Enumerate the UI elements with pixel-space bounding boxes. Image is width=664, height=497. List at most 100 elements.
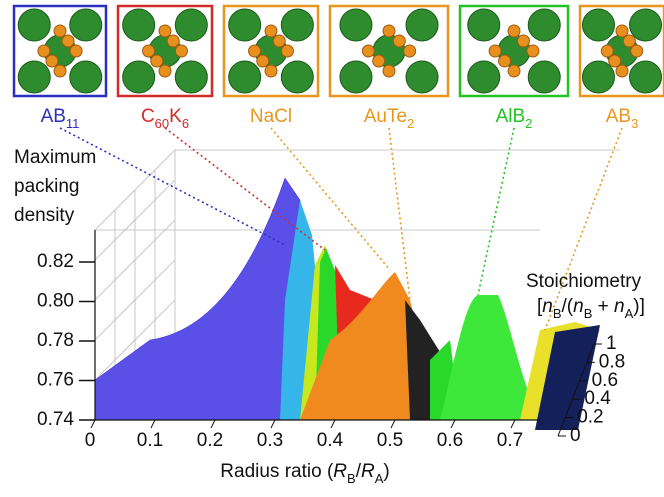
atom-a <box>405 8 439 42</box>
atom-b <box>382 64 396 78</box>
atom-a <box>17 8 51 42</box>
atom-a <box>405 60 439 94</box>
s-tick-label: 0 <box>570 425 581 446</box>
label-part: [ <box>537 296 543 317</box>
z-axis-title: density <box>14 205 75 226</box>
x-tick <box>450 419 456 429</box>
label-part: 6 <box>182 116 189 131</box>
atom-b <box>507 64 521 78</box>
atom-b <box>174 44 188 58</box>
z-tick-label: 0.74 <box>37 409 74 430</box>
axes: Maximumpackingdensity0.740.760.780.800.8… <box>14 147 645 486</box>
x-tick <box>510 419 516 429</box>
structure-label: AB11 <box>41 106 80 131</box>
atom-b <box>600 44 614 58</box>
atom-a <box>69 8 103 42</box>
atom-b <box>37 44 51 58</box>
atom-a <box>339 60 373 94</box>
atom-b <box>403 44 417 58</box>
atom-a <box>174 8 208 42</box>
x-tick-label: 0.3 <box>257 430 283 451</box>
label-part: Radius ratio ( <box>220 461 334 482</box>
pointer <box>544 127 623 331</box>
atom-a <box>228 60 262 94</box>
label-part: C <box>141 106 155 127</box>
label-part: NaCl <box>250 106 292 127</box>
atom-a <box>122 60 156 94</box>
atom-b <box>272 34 286 48</box>
atom-b <box>526 44 540 58</box>
pointer <box>388 127 411 301</box>
structure: AB3 <box>544 4 664 331</box>
atom-a <box>527 60 561 94</box>
atom-b <box>615 24 629 38</box>
label-part: 11 <box>66 116 80 131</box>
s-tick-label: 0.2 <box>577 407 603 428</box>
atom-b <box>372 54 386 68</box>
atom-b <box>166 34 180 48</box>
z-axis-title: packing <box>14 176 80 197</box>
s-axis-line <box>557 343 595 437</box>
x-tick <box>270 419 276 429</box>
label-part: n <box>542 296 553 317</box>
label-part: AB <box>41 106 66 127</box>
structure: NaCl <box>222 4 391 271</box>
atom-b <box>622 34 636 48</box>
atom-b <box>361 44 375 58</box>
atom-b <box>158 24 172 38</box>
s-tick-label: 0.4 <box>584 388 611 409</box>
structure: C60K6 <box>116 4 326 251</box>
atom-b <box>630 44 644 58</box>
x-tick-label: 0 <box>85 430 96 451</box>
atom-a <box>581 60 615 94</box>
atom-b <box>158 64 172 78</box>
label-part: B <box>553 306 562 321</box>
atom-b <box>264 64 278 78</box>
x-tick <box>330 419 336 429</box>
atom-b <box>507 24 521 38</box>
x-tick-label: 0.6 <box>437 430 463 451</box>
x-tick <box>390 419 396 429</box>
z-tick-label: 0.76 <box>37 370 74 391</box>
atom-a <box>280 8 314 42</box>
atom-b <box>264 24 278 38</box>
x-tick <box>150 419 156 429</box>
label-part: R <box>333 461 347 482</box>
structure-label: NaCl <box>250 106 292 127</box>
s-axis-title: Stoichiometry <box>526 271 642 292</box>
atom-a <box>467 8 501 42</box>
atom-a <box>69 60 103 94</box>
atom-b <box>382 24 396 38</box>
structure: AlB2 <box>458 4 570 296</box>
atom-a <box>581 8 615 42</box>
label-part: /( <box>562 296 574 317</box>
label-part: )] <box>633 296 645 317</box>
x-axis-title: Radius ratio (RB/RA) <box>220 461 389 486</box>
x-tick-label: 0.2 <box>197 430 223 451</box>
atom-a <box>629 8 663 42</box>
structure: AB11 <box>12 4 286 246</box>
atom-b <box>280 44 294 58</box>
atom-b <box>69 44 83 58</box>
z-tick-label: 0.80 <box>37 291 74 312</box>
atom-a <box>228 8 262 42</box>
atom-a <box>527 8 561 42</box>
x-tick-label: 0.7 <box>497 430 523 451</box>
atom-a <box>467 60 501 94</box>
atom-b <box>488 44 502 58</box>
label-part: / <box>356 461 362 482</box>
atom-b <box>142 44 156 58</box>
x-tick-label: 0.4 <box>317 430 344 451</box>
label-part: + <box>592 296 614 317</box>
s-tick-label: 1 <box>606 333 617 354</box>
atom-b <box>516 34 530 48</box>
atom-b <box>392 34 406 48</box>
x-tick <box>90 419 96 429</box>
atom-b <box>615 64 629 78</box>
atom-b <box>150 54 164 68</box>
z-axis-title: Maximum <box>14 147 96 168</box>
atom-b <box>53 24 67 38</box>
label-part: 2 <box>407 116 414 131</box>
x-tick <box>210 419 216 429</box>
atom-b <box>256 54 270 68</box>
